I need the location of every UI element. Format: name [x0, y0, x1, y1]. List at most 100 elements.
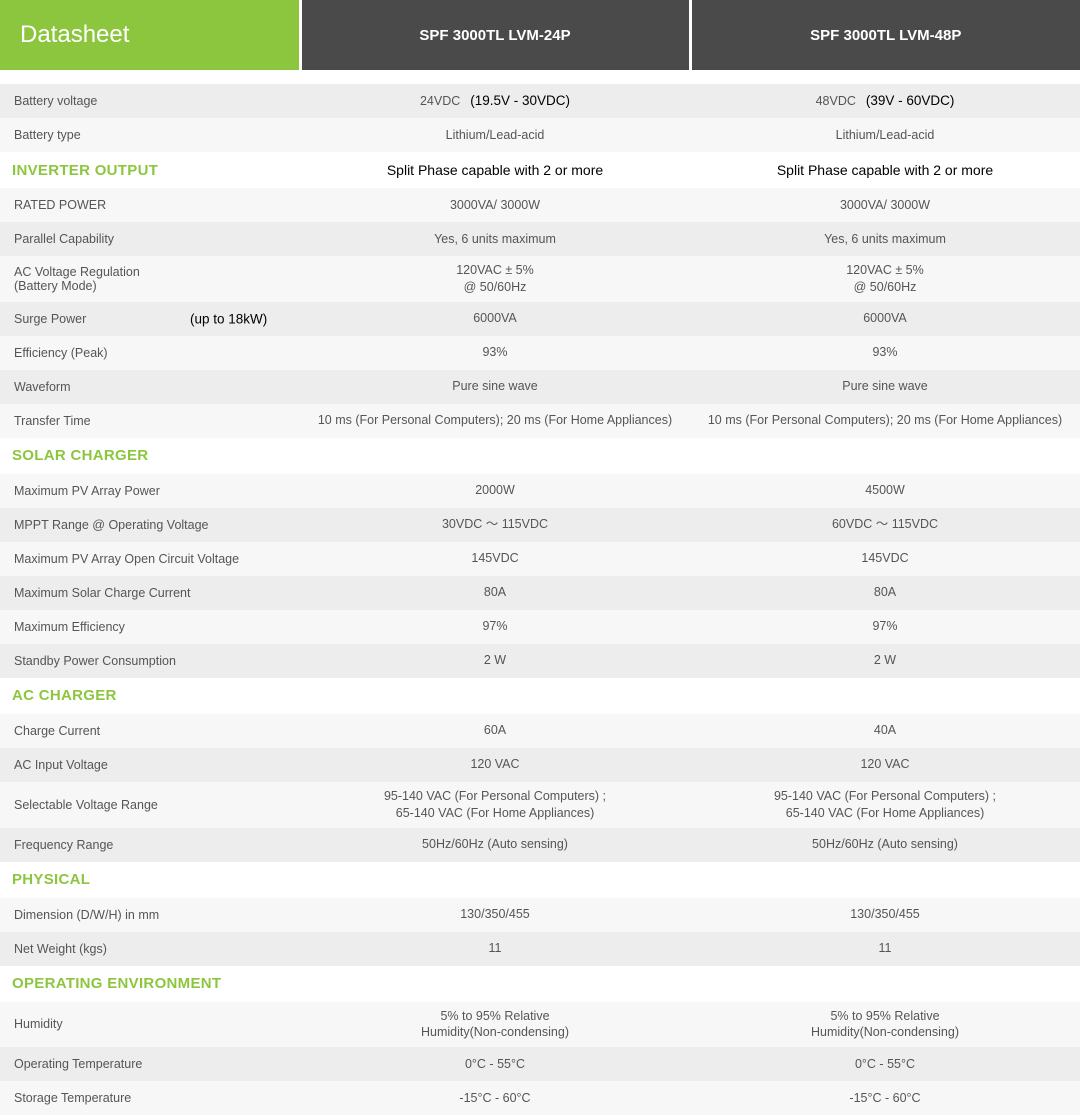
spec-label: Efficiency (Peak)	[0, 336, 300, 370]
spec-value-0: Yes, 6 units maximum	[300, 222, 690, 256]
spec-label: Parallel Capability	[0, 222, 300, 256]
spec-value-text: 120VAC ± 5%@ 50/60Hz	[456, 263, 534, 294]
spec-value-0: 2 W	[300, 644, 690, 678]
spec-value-1: 2 W	[690, 644, 1080, 678]
spec-value-text: 6000VA	[863, 311, 907, 325]
spec-value-1: 5% to 95% RelativeHumidity(Non-condensin…	[690, 1002, 1080, 1048]
spec-value-0: -15°C - 60°C	[300, 1081, 690, 1115]
spec-label: Charge Current	[0, 714, 300, 748]
table-row: Maximum PV Array Power2000W4500W	[0, 474, 1080, 508]
section-value-1: Split Phase capable with 2 or more	[690, 152, 1080, 188]
spec-label: Waveform	[0, 370, 300, 404]
table-row: Frequency Range 50Hz/60Hz (Auto sensing) 5…	[0, 828, 1080, 862]
spec-value-text: 0°C - 55°C	[465, 1057, 525, 1071]
spec-value-text: 11	[879, 941, 892, 955]
spec-value-text: 145VDC	[471, 551, 518, 565]
spec-label-text: Waveform	[14, 380, 71, 394]
spec-label: Selectable Voltage Range	[0, 782, 300, 828]
spec-value-0: 11	[300, 932, 690, 966]
spec-value-text: 60A	[484, 723, 506, 737]
spec-label-text: Standby Power Consumption	[14, 654, 176, 668]
spec-value-text: 3000VA/ 3000W	[450, 198, 540, 212]
table-row: Maximum PV Array Open Circuit Voltage145…	[0, 542, 1080, 576]
spec-label-text: Transfer Time	[14, 414, 91, 428]
spec-value-1: 130/350/455	[690, 898, 1080, 932]
spec-label: Battery type	[0, 118, 300, 152]
spec-value-0: 120 VAC	[300, 748, 690, 782]
spec-value-1: 0°C - 55°C	[690, 1047, 1080, 1081]
table-row: Selectable Voltage Range 95-140 VAC (For …	[0, 782, 1080, 828]
spec-label: MPPT Range @ Operating Voltage	[0, 508, 300, 542]
spec-value-text: 93%	[482, 345, 507, 359]
spec-value-text: -15°C - 60°C	[459, 1091, 530, 1105]
spec-label: Humidity	[0, 1002, 300, 1048]
spec-value-note: (19.5V - 30VDC)	[470, 93, 570, 108]
section-value-0	[300, 966, 690, 1002]
spec-value-1: 95-140 VAC (For Personal Computers) ;65-…	[690, 782, 1080, 828]
spacer-row	[0, 70, 1080, 84]
spec-value-text: Lithium/Lead-acid	[836, 128, 935, 142]
spec-label-text: Maximum Solar Charge Current	[14, 586, 190, 600]
section-heading-text: AC CHARGER	[12, 687, 117, 704]
table-row: RATED POWER3000VA/ 3000W3000VA/ 3000W	[0, 188, 1080, 222]
section-row: SOLAR CHARGER	[0, 438, 1080, 474]
spec-value-0: 50Hz/60Hz (Auto sensing)	[300, 828, 690, 862]
spec-value-0: 145VDC	[300, 542, 690, 576]
spec-label-text: Operating Temperature	[14, 1057, 142, 1071]
spec-value-text: 50Hz/60Hz (Auto sensing)	[812, 837, 958, 851]
section-value-1	[690, 862, 1080, 898]
section-heading: AC CHARGER	[0, 678, 300, 714]
spec-value-1: 93%	[690, 336, 1080, 370]
table-row: Dimension (D/W/H) in mm130/350/455130/35…	[0, 898, 1080, 932]
spec-value-0: 3000VA/ 3000W	[300, 188, 690, 222]
section-value-0	[300, 678, 690, 714]
spec-value-0: 0°C - 55°C	[300, 1047, 690, 1081]
spec-value-text: 2 W	[484, 653, 506, 667]
spec-value-1: Lithium/Lead-acid	[690, 118, 1080, 152]
spec-value-1: 6000VA	[690, 302, 1080, 336]
section-value-0	[300, 862, 690, 898]
spec-label-note: (up to 18kW)	[190, 311, 267, 326]
section-value-text: Split Phase capable with 2 or more	[777, 162, 993, 178]
spec-value-text: 10 ms (For Personal Computers); 20 ms (F…	[318, 413, 672, 427]
table-header-row: DatasheetSPF 3000TL LVM-24PSPF 3000TL LV…	[0, 0, 1080, 70]
table-row: MPPT Range @ Operating Voltage30VDC ～ 11…	[0, 508, 1080, 542]
spec-value-text: 93%	[872, 345, 897, 359]
spec-label-text: Storage Temperature	[14, 1091, 131, 1105]
spec-value-text: Yes, 6 units maximum	[824, 232, 946, 246]
spec-value-1: Yes, 6 units maximum	[690, 222, 1080, 256]
spec-value-text: 11	[489, 941, 502, 955]
spec-value-text: 120VAC ± 5%@ 50/60Hz	[846, 263, 924, 294]
spec-label-text: Selectable Voltage Range	[14, 798, 158, 812]
section-heading-text: INVERTER OUTPUT	[12, 162, 158, 179]
spec-value-1: 48VDC(39V - 60VDC)	[690, 84, 1080, 118]
spec-value-text: 80A	[484, 585, 506, 599]
table-row: WaveformPure sine wavePure sine wave	[0, 370, 1080, 404]
spec-value-text: 130/350/455	[850, 907, 920, 921]
spec-value-0: 5% to 95% RelativeHumidity(Non-condensin…	[300, 1002, 690, 1048]
spec-value-text: 2000W	[475, 483, 515, 497]
table-row: Standby Power Consumption 2 W 2 W	[0, 644, 1080, 678]
spec-value-text: 2 W	[874, 653, 896, 667]
table-row: Battery typeLithium/Lead-acidLithium/Lea…	[0, 118, 1080, 152]
spec-value-text: 5% to 95% RelativeHumidity(Non-condensin…	[811, 1009, 959, 1040]
spec-label-text: Maximum PV Array Power	[14, 484, 160, 498]
spec-value-text: 95-140 VAC (For Personal Computers) ;65-…	[384, 789, 606, 820]
table-row: Transfer Time 10 ms (For Personal Compute…	[0, 404, 1080, 438]
spec-label: RATED POWER	[0, 188, 300, 222]
section-heading: OPERATING ENVIRONMENT	[0, 966, 300, 1002]
spec-label: Frequency Range	[0, 828, 300, 862]
section-heading-text: PHYSICAL	[12, 871, 90, 888]
spec-label: Transfer Time	[0, 404, 300, 438]
spec-label-text: AC Voltage Regulation(Battery Mode)	[14, 265, 140, 293]
datasheet-table: DatasheetSPF 3000TL LVM-24PSPF 3000TL LV…	[0, 0, 1080, 1115]
spec-value-text: 50Hz/60Hz (Auto sensing)	[422, 837, 568, 851]
spec-value-0: 80A	[300, 576, 690, 610]
spec-value-0: Pure sine wave	[300, 370, 690, 404]
spec-value-0: 130/350/455	[300, 898, 690, 932]
spec-label-text: RATED POWER	[14, 198, 106, 212]
spec-label: AC Input Voltage	[0, 748, 300, 782]
spec-value-0: 24VDC(19.5V - 30VDC)	[300, 84, 690, 118]
spec-value-text: 80A	[874, 585, 896, 599]
spec-value-1: 120 VAC	[690, 748, 1080, 782]
